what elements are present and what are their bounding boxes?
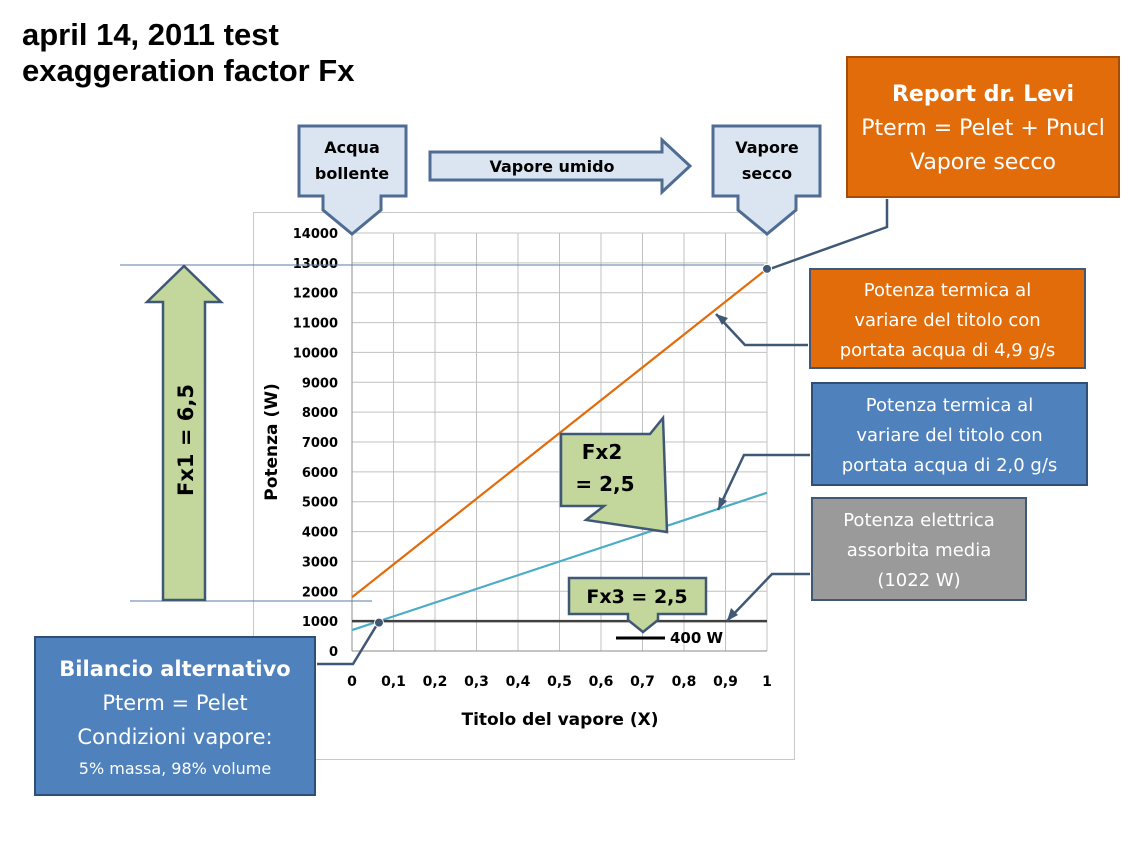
fx1-label: Fx1 = 6,5 — [174, 384, 198, 496]
alt-line4: 5% massa, 98% volume — [78, 759, 272, 778]
alt-line2: Pterm = Pelet — [102, 691, 248, 715]
right-arrow-vapore-umido — [428, 136, 693, 196]
orange-connector — [715, 313, 808, 347]
y-tick-label: 11000 — [293, 317, 338, 332]
phase-secco-line1: Vapore — [735, 138, 799, 157]
w400-label: 400 W — [670, 629, 724, 647]
phase-vapore-umido-label: Vapore umido — [489, 157, 614, 176]
blue-connector-arrow — [718, 497, 727, 510]
page-title: april 14, 2011 test — [22, 17, 279, 52]
down-arrow-vapore-secco — [711, 124, 822, 236]
orange-line1: Potenza termica al — [863, 280, 1032, 301]
alt-line1: Bilancio alternativo — [59, 657, 291, 681]
tick-labels: 0100020003000400050006000700080009000100… — [293, 227, 772, 690]
y-tick-label: 1000 — [302, 615, 338, 630]
y-tick-label: 5000 — [302, 496, 338, 511]
fx2-up-arrow — [559, 414, 669, 534]
y-tick-label: 4000 — [302, 526, 338, 541]
x-tick-label: 0,8 — [672, 674, 697, 690]
down-arrow-acqua — [297, 124, 408, 236]
levi-line1: Report dr. Levi — [891, 82, 1075, 107]
phase-acqua-line1: Acqua — [324, 138, 380, 157]
y-tick-label: 6000 — [302, 466, 338, 481]
plot-frame — [253, 212, 795, 760]
callout-levi: Report dr. Levi Pterm = Pelet + Pnucl Va… — [846, 56, 1120, 198]
y-tick-label: 8000 — [302, 406, 338, 421]
fx3-box-arrow — [567, 576, 708, 634]
y-tick-label: 2000 — [302, 585, 338, 600]
phase-acqua-bollente: Acqua bollente — [297, 124, 408, 236]
gray-line2: assorbita media — [846, 540, 992, 561]
gray-connector-arrow — [727, 608, 738, 621]
y-tick-label: 14000 — [293, 227, 338, 242]
x-tick-label: 0,5 — [547, 674, 572, 690]
gray-line1: Potenza elettrica — [843, 510, 995, 531]
x-tick-label: 0,2 — [423, 674, 448, 690]
phase-secco-line2: secco — [742, 164, 792, 183]
fx2-label-line1: Fx2 — [582, 440, 622, 464]
x-tick-label: 0 — [347, 674, 357, 690]
series-teal-line — [351, 491, 768, 632]
blue-line1: Potenza termica al — [865, 395, 1034, 416]
x-tick-label: 0,6 — [589, 674, 614, 690]
point-marker — [762, 263, 772, 274]
alt-connector — [317, 622, 380, 666]
orange-line3: portata acqua di 4,9 g/s — [839, 340, 1056, 361]
blue-line2: variare del titolo con — [856, 425, 1043, 446]
x-tick-label: 0,7 — [630, 674, 655, 690]
x-tick-label: 1 — [762, 674, 772, 690]
x-tick-label: 0,4 — [506, 674, 531, 690]
x-tick-label: 0,1 — [381, 674, 406, 690]
phase-vapore-umido: Vapore umido — [428, 136, 693, 196]
y-tick-label: 10000 — [293, 346, 338, 361]
y-tick-label: 12000 — [293, 287, 338, 302]
point-marker — [373, 617, 384, 628]
x-tick-label: 0,3 — [464, 674, 489, 690]
phase-acqua-line2: bollente — [315, 164, 389, 183]
callout-gray-series: Potenza elettrica assorbita media (1022 … — [811, 497, 1027, 601]
y-tick-label: 9000 — [302, 376, 338, 391]
alt-line3: Condizioni vapore: — [77, 725, 273, 749]
y-tick-label: 3000 — [302, 555, 338, 570]
orange-connector-arrow — [716, 314, 728, 325]
gray-line3: (1022 W) — [877, 570, 961, 591]
phase-vapore-secco: Vapore secco — [711, 124, 822, 236]
fx3-label: Fx3 = 2,5 — [586, 586, 687, 608]
y-tick-label: 13000 — [293, 257, 338, 272]
fx1-up-arrow — [143, 264, 225, 602]
callout-orange-series: Potenza termica al variare del titolo co… — [809, 268, 1086, 369]
series-orange-line — [351, 267, 768, 599]
y-axis-label: Potenza (W) — [262, 383, 282, 500]
levi-line3: Vapore secco — [910, 150, 1056, 175]
x-axis-label: Titolo del vapore (X) — [462, 710, 659, 730]
gray-connector — [726, 572, 810, 622]
blue-connector — [716, 453, 810, 511]
x-tick-label: 0,9 — [713, 674, 738, 690]
callout-bilancio-alternativo: Bilancio alternativo Pterm = Pelet Condi… — [34, 636, 316, 796]
page-subtitle: exaggeration factor Fx — [22, 53, 355, 88]
fx2-label-line2: = 2,5 — [575, 472, 634, 496]
y-tick-label: 7000 — [302, 436, 338, 451]
markers — [373, 263, 772, 628]
y-tick-label: 0 — [329, 645, 338, 660]
levi-line2: Pterm = Pelet + Pnucl — [861, 116, 1105, 141]
orange-line2: variare del titolo con — [854, 310, 1041, 331]
callout-blue-series: Potenza termica al variare del titolo co… — [811, 382, 1088, 486]
levi-connector — [766, 199, 889, 272]
series-lines — [351, 267, 768, 632]
blue-line3: portata acqua di 2,0 g/s — [841, 455, 1058, 476]
